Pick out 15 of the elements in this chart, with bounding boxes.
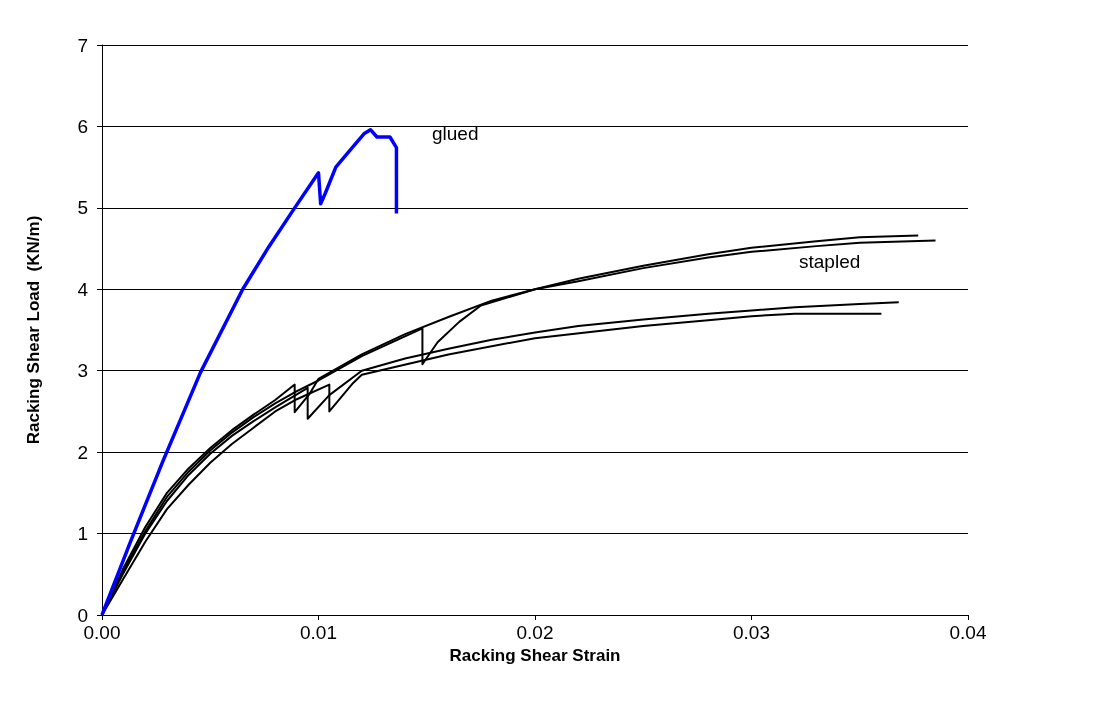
annotation: stapled <box>799 250 861 272</box>
y-tick-label: 1 <box>77 523 88 545</box>
y-tick-label: 6 <box>77 115 88 137</box>
y-tick-label: 7 <box>77 34 88 56</box>
x-axis-title: Racking Shear Strain <box>449 645 621 665</box>
x-tick-label: 0.01 <box>300 622 337 643</box>
x-tick-label: 0.03 <box>733 622 770 643</box>
x-tick-label: 0.02 <box>516 622 554 643</box>
y-tick-label: 4 <box>77 278 89 300</box>
x-tick-label: 0.04 <box>949 622 987 643</box>
y-tick-label: 3 <box>77 360 88 382</box>
y-axis-title: Racking Shear Load (KN/m) <box>24 215 43 445</box>
annotation: glued <box>432 122 479 144</box>
y-tick-label: 5 <box>77 197 88 219</box>
y-tick-label: 2 <box>77 441 88 463</box>
